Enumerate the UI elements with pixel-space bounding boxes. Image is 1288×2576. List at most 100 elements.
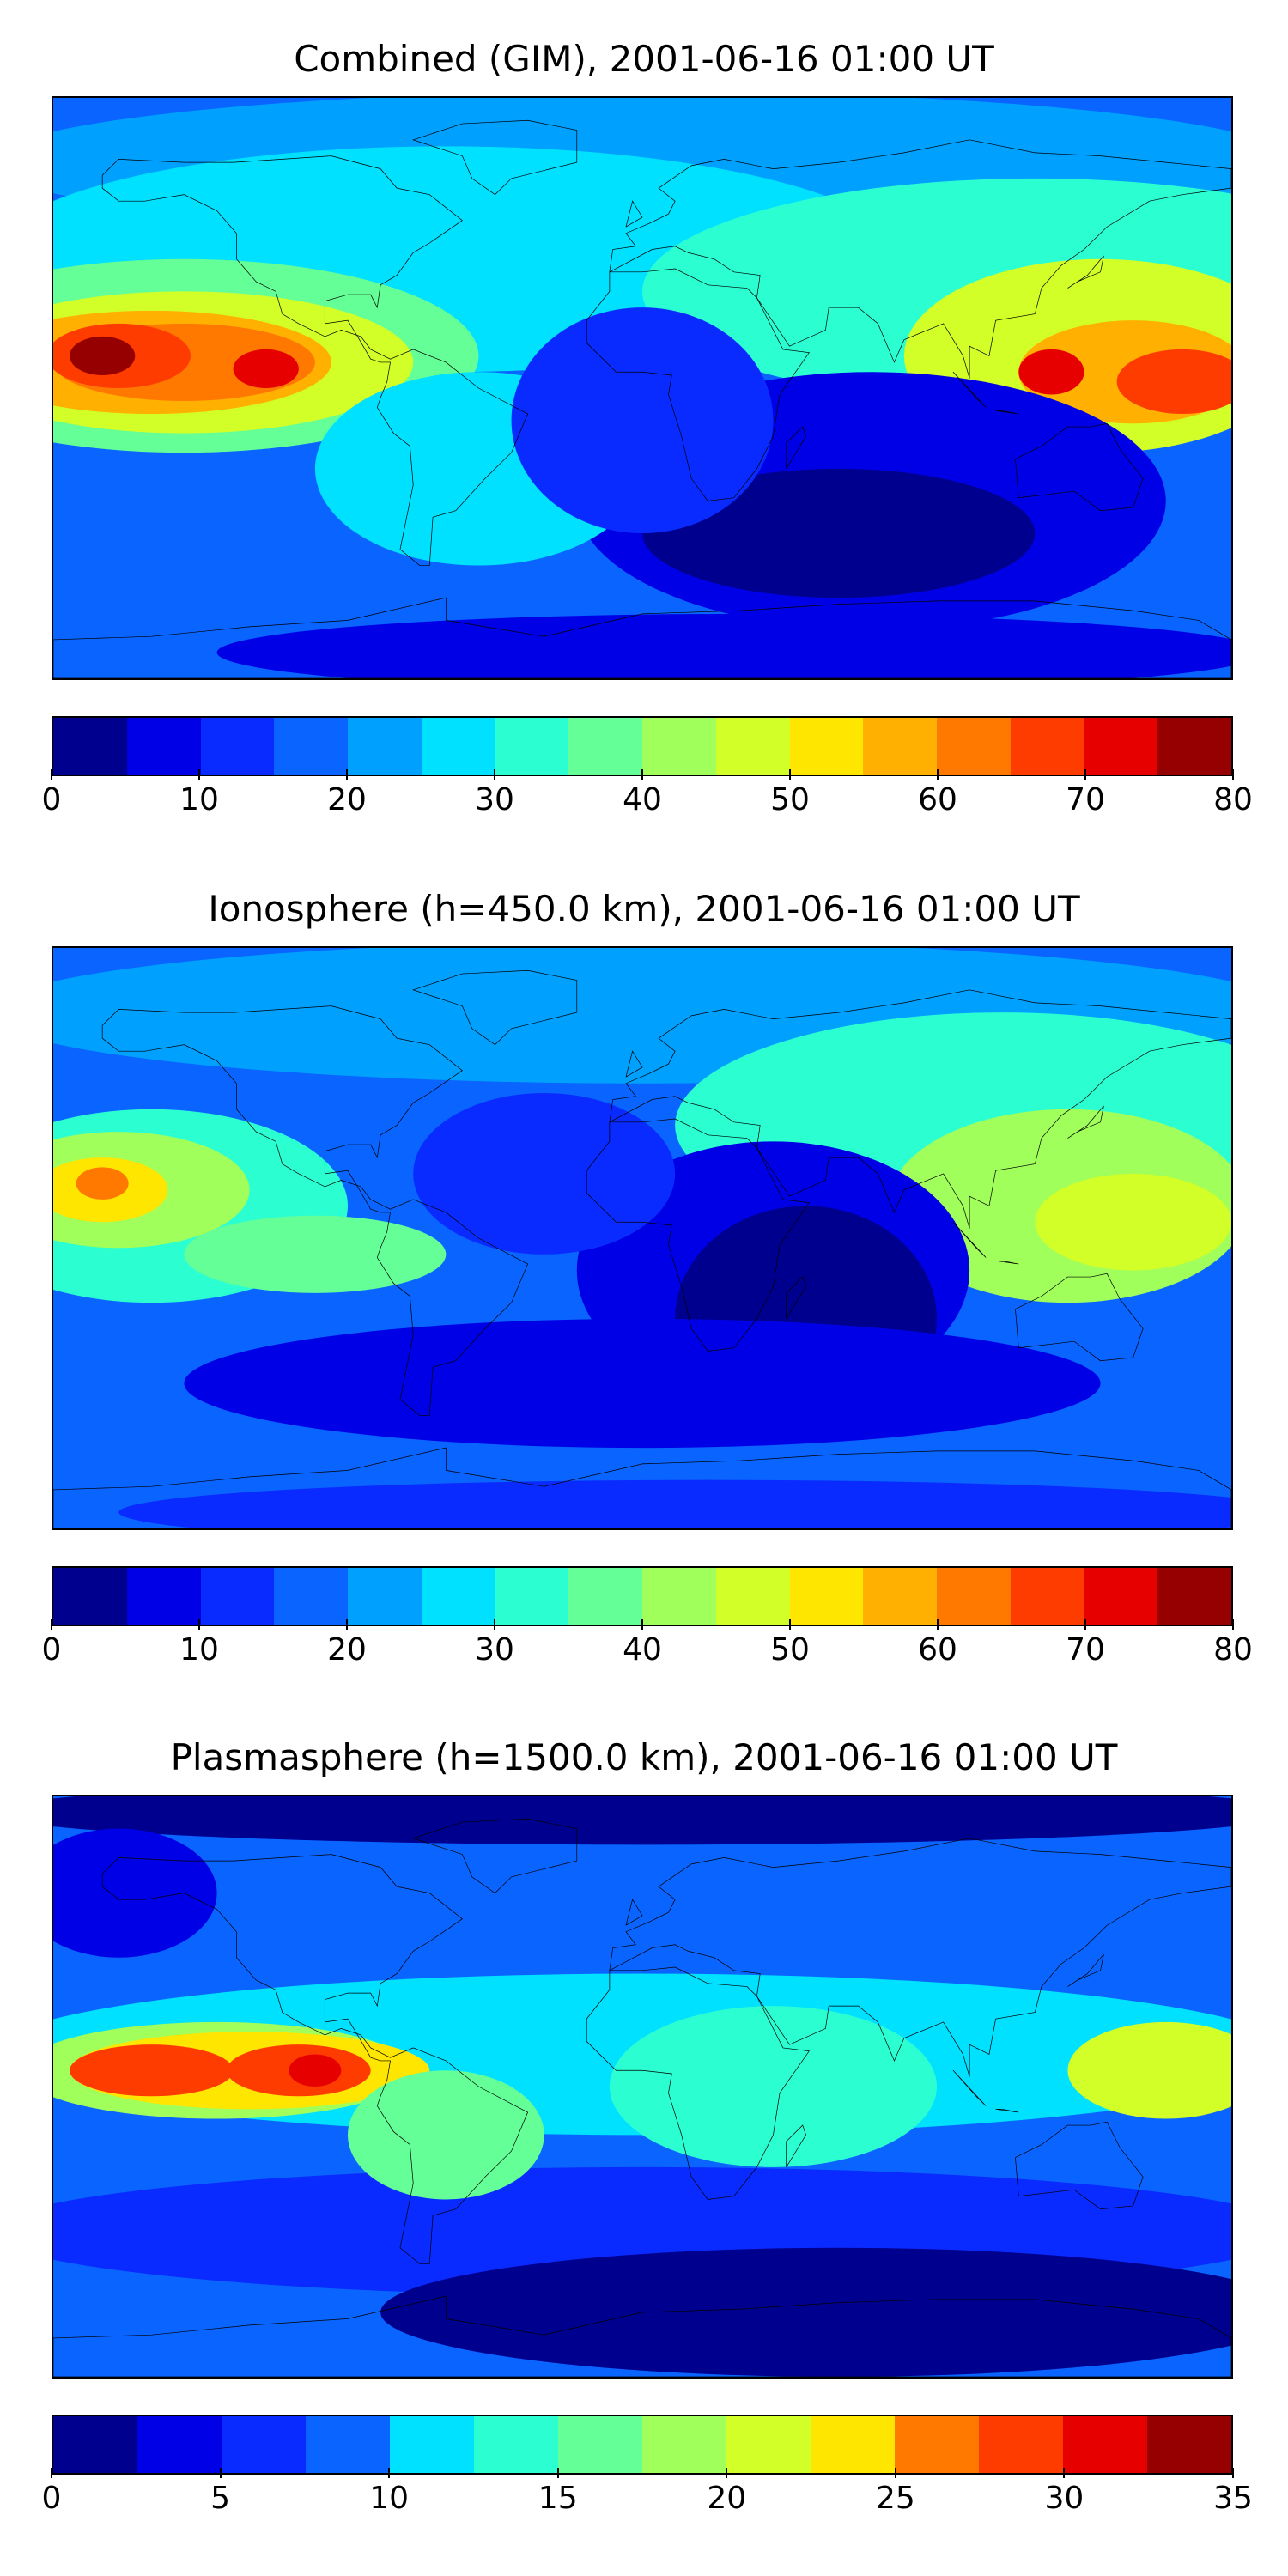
colorbar-segment: [495, 718, 569, 775]
colorbar-tick-mark: [641, 769, 643, 780]
colorbar-tick-mark: [894, 2468, 896, 2478]
colorbar-segment: [126, 1568, 201, 1625]
coastline: [586, 1119, 809, 1351]
colorbar-tick-label: 20: [327, 1632, 367, 1668]
coastline: [626, 201, 642, 227]
colorbar-tick-label: 40: [623, 782, 662, 817]
colorbar-tick-label: 70: [1066, 782, 1105, 817]
coastline: [53, 1448, 1231, 1528]
contour-region: [380, 2247, 1231, 2377]
coastline: [586, 1967, 809, 2199]
contour-region: [76, 1167, 129, 1200]
colorbar-segment: [53, 2416, 137, 2473]
colorbar-tick-label: 35: [1213, 2481, 1253, 2516]
colorbar-segment: [642, 718, 716, 775]
colorbar-segment: [1157, 1568, 1231, 1625]
contour-region: [216, 613, 1231, 678]
contour-region: [118, 1479, 1231, 1528]
colorbar-tick-mark: [1232, 2468, 1234, 2478]
colorbar-tick-label: 0: [41, 782, 62, 817]
colorbar-tick-label: 10: [369, 2481, 410, 2516]
colorbar-segment: [558, 2416, 642, 2473]
contour-region: [609, 2006, 937, 2167]
colorbar-segment: [53, 1568, 127, 1625]
coastline: [610, 990, 1231, 1229]
panel-3-colorbar-ticks: 0 5 10 15 20 25 30 35: [42, 2468, 1253, 2523]
colorbar-tick-label: 5: [210, 2481, 231, 2516]
colorbar-tick-label: 50: [770, 1632, 810, 1668]
contour-region: [1035, 1173, 1231, 1271]
colorbar-tick-mark: [1063, 2468, 1066, 2478]
colorbar-segment: [1010, 718, 1084, 775]
contour-region: [233, 349, 299, 388]
coastline: [610, 140, 1231, 379]
colorbar-segment: [1157, 718, 1231, 775]
contour-region: [70, 336, 136, 375]
panel-2-title: Ionosphere (h=450.0 km), 2001-06-16 01:0…: [208, 888, 1080, 930]
colorbar-tick-mark: [346, 769, 348, 780]
colorbar-segment: [979, 2416, 1063, 2473]
colorbar-tick-mark: [198, 769, 200, 780]
coastline: [102, 1855, 527, 2264]
coastline: [953, 1222, 986, 1257]
colorbar-tick-mark: [494, 769, 495, 780]
colorbar-segment: [390, 2416, 474, 2473]
panel-3-colorbar: [52, 2415, 1233, 2475]
panel-2-map: [52, 946, 1233, 1530]
panel-2-colorbar: [52, 1566, 1233, 1626]
colorbar-tick-mark: [346, 1619, 348, 1630]
colorbar-tick-mark: [789, 769, 791, 780]
colorbar-tick-mark: [937, 769, 939, 780]
colorbar-segment: [222, 2416, 306, 2473]
colorbar-segment: [937, 718, 1011, 775]
coastline: [1067, 1106, 1103, 1139]
coastline: [626, 1051, 642, 1077]
coastline: [953, 2070, 986, 2105]
colorbar-segment: [863, 718, 937, 775]
contour-region: [413, 1093, 676, 1255]
coastline: [953, 372, 986, 407]
colorbar-tick-label: 60: [918, 782, 957, 817]
panel-1-title: Combined (GIM), 2001-06-16 01:00 UT: [294, 38, 994, 80]
colorbar-segment: [568, 718, 642, 775]
colorbar-tick-label: 60: [918, 1632, 957, 1668]
colorbar-segment: [895, 2416, 979, 2473]
colorbar-tick-mark: [937, 1619, 939, 1630]
colorbar-tick-label: 20: [707, 2481, 747, 2516]
colorbar-segment: [474, 2416, 558, 2473]
colorbar-tick-label: 0: [41, 1632, 62, 1668]
colorbar-tick-mark: [51, 1619, 52, 1630]
coastline: [1067, 256, 1103, 289]
colorbar-segment: [811, 2416, 895, 2473]
coastline: [1067, 1954, 1103, 1987]
coastline: [1015, 2122, 1143, 2208]
colorbar-tick-mark: [219, 2468, 222, 2478]
contour-region: [53, 1828, 217, 1958]
colorbar-segment: [495, 1568, 569, 1625]
colorbar-tick-mark: [51, 2468, 52, 2478]
coastline: [610, 1838, 1231, 2077]
panel-1-colorbar-ticks: 0 10 20 30 40 50 60 70 80: [42, 769, 1253, 824]
colorbar-tick-label: 30: [475, 1632, 514, 1668]
colorbar-tick-mark: [494, 1619, 495, 1630]
coastline: [53, 598, 1231, 678]
colorbar-tick-label: 15: [538, 2481, 578, 2516]
colorbar-tick-label: 30: [1044, 2481, 1084, 2516]
colorbar-segment: [348, 718, 422, 775]
contour-region: [1116, 349, 1231, 415]
colorbar-segment: [1010, 1568, 1084, 1625]
colorbar-segment: [789, 1568, 864, 1625]
colorbar-tick-mark: [1084, 1619, 1086, 1630]
colorbar-tick-label: 10: [179, 782, 219, 817]
colorbar-segment: [421, 1568, 495, 1625]
colorbar-segment: [274, 1568, 348, 1625]
colorbar-segment: [937, 1568, 1011, 1625]
colorbar-tick-label: 0: [41, 2481, 62, 2516]
coastline: [787, 427, 806, 469]
coastline: [996, 2109, 1019, 2112]
panel-3-title: Plasmasphere (h=1500.0 km), 2001-06-16 0…: [170, 1736, 1118, 1778]
coastline: [1015, 1273, 1143, 1360]
contour-region: [1067, 2021, 1231, 2119]
coastline: [413, 120, 577, 194]
colorbar-segment: [53, 718, 127, 775]
